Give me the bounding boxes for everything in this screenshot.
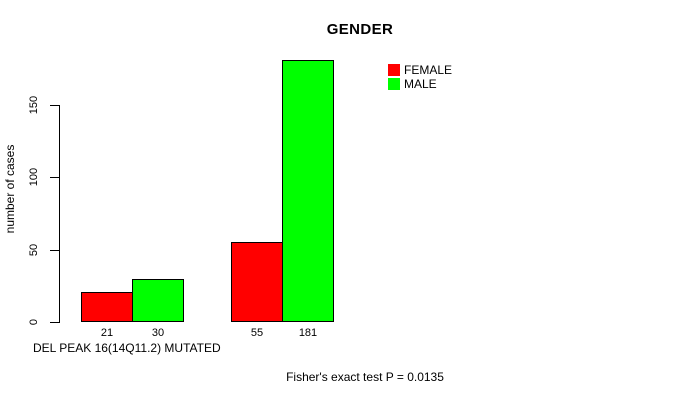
legend-item-male: MALE <box>388 77 452 91</box>
female-color-swatch <box>388 64 400 76</box>
y-tick-line <box>50 322 59 323</box>
y-axis-line <box>59 105 60 323</box>
legend-label-male: MALE <box>404 77 437 91</box>
y-tick-line <box>50 105 59 106</box>
x-axis-label: DEL PEAK 16(14Q11.2) MUTATED <box>33 341 221 355</box>
legend: FEMALE MALE <box>388 63 452 91</box>
bar-male-group2 <box>282 60 334 322</box>
y-tick-line <box>50 250 59 251</box>
chart-title: GENDER <box>326 21 394 38</box>
bar-male-group1 <box>132 279 184 322</box>
legend-item-female: FEMALE <box>388 63 452 77</box>
y-tick-line <box>50 177 59 178</box>
y-axis-label: number of cases <box>3 144 17 234</box>
bar-value-label: 30 <box>151 327 165 339</box>
bar-value-label: 181 <box>298 327 318 339</box>
bar-value-label: 55 <box>250 327 264 339</box>
y-tick-label: 50 <box>28 243 40 257</box>
bar-female-group1 <box>81 292 133 322</box>
fisher-test-annotation: Fisher's exact test P = 0.0135 <box>286 370 444 384</box>
y-tick-label: 0 <box>28 318 40 326</box>
y-tick-label: 100 <box>28 167 40 187</box>
bar-female-group2 <box>231 242 283 322</box>
legend-label-female: FEMALE <box>404 63 453 77</box>
y-tick-label: 150 <box>28 95 40 115</box>
bar-value-label: 21 <box>100 327 114 339</box>
male-color-swatch <box>388 78 400 90</box>
